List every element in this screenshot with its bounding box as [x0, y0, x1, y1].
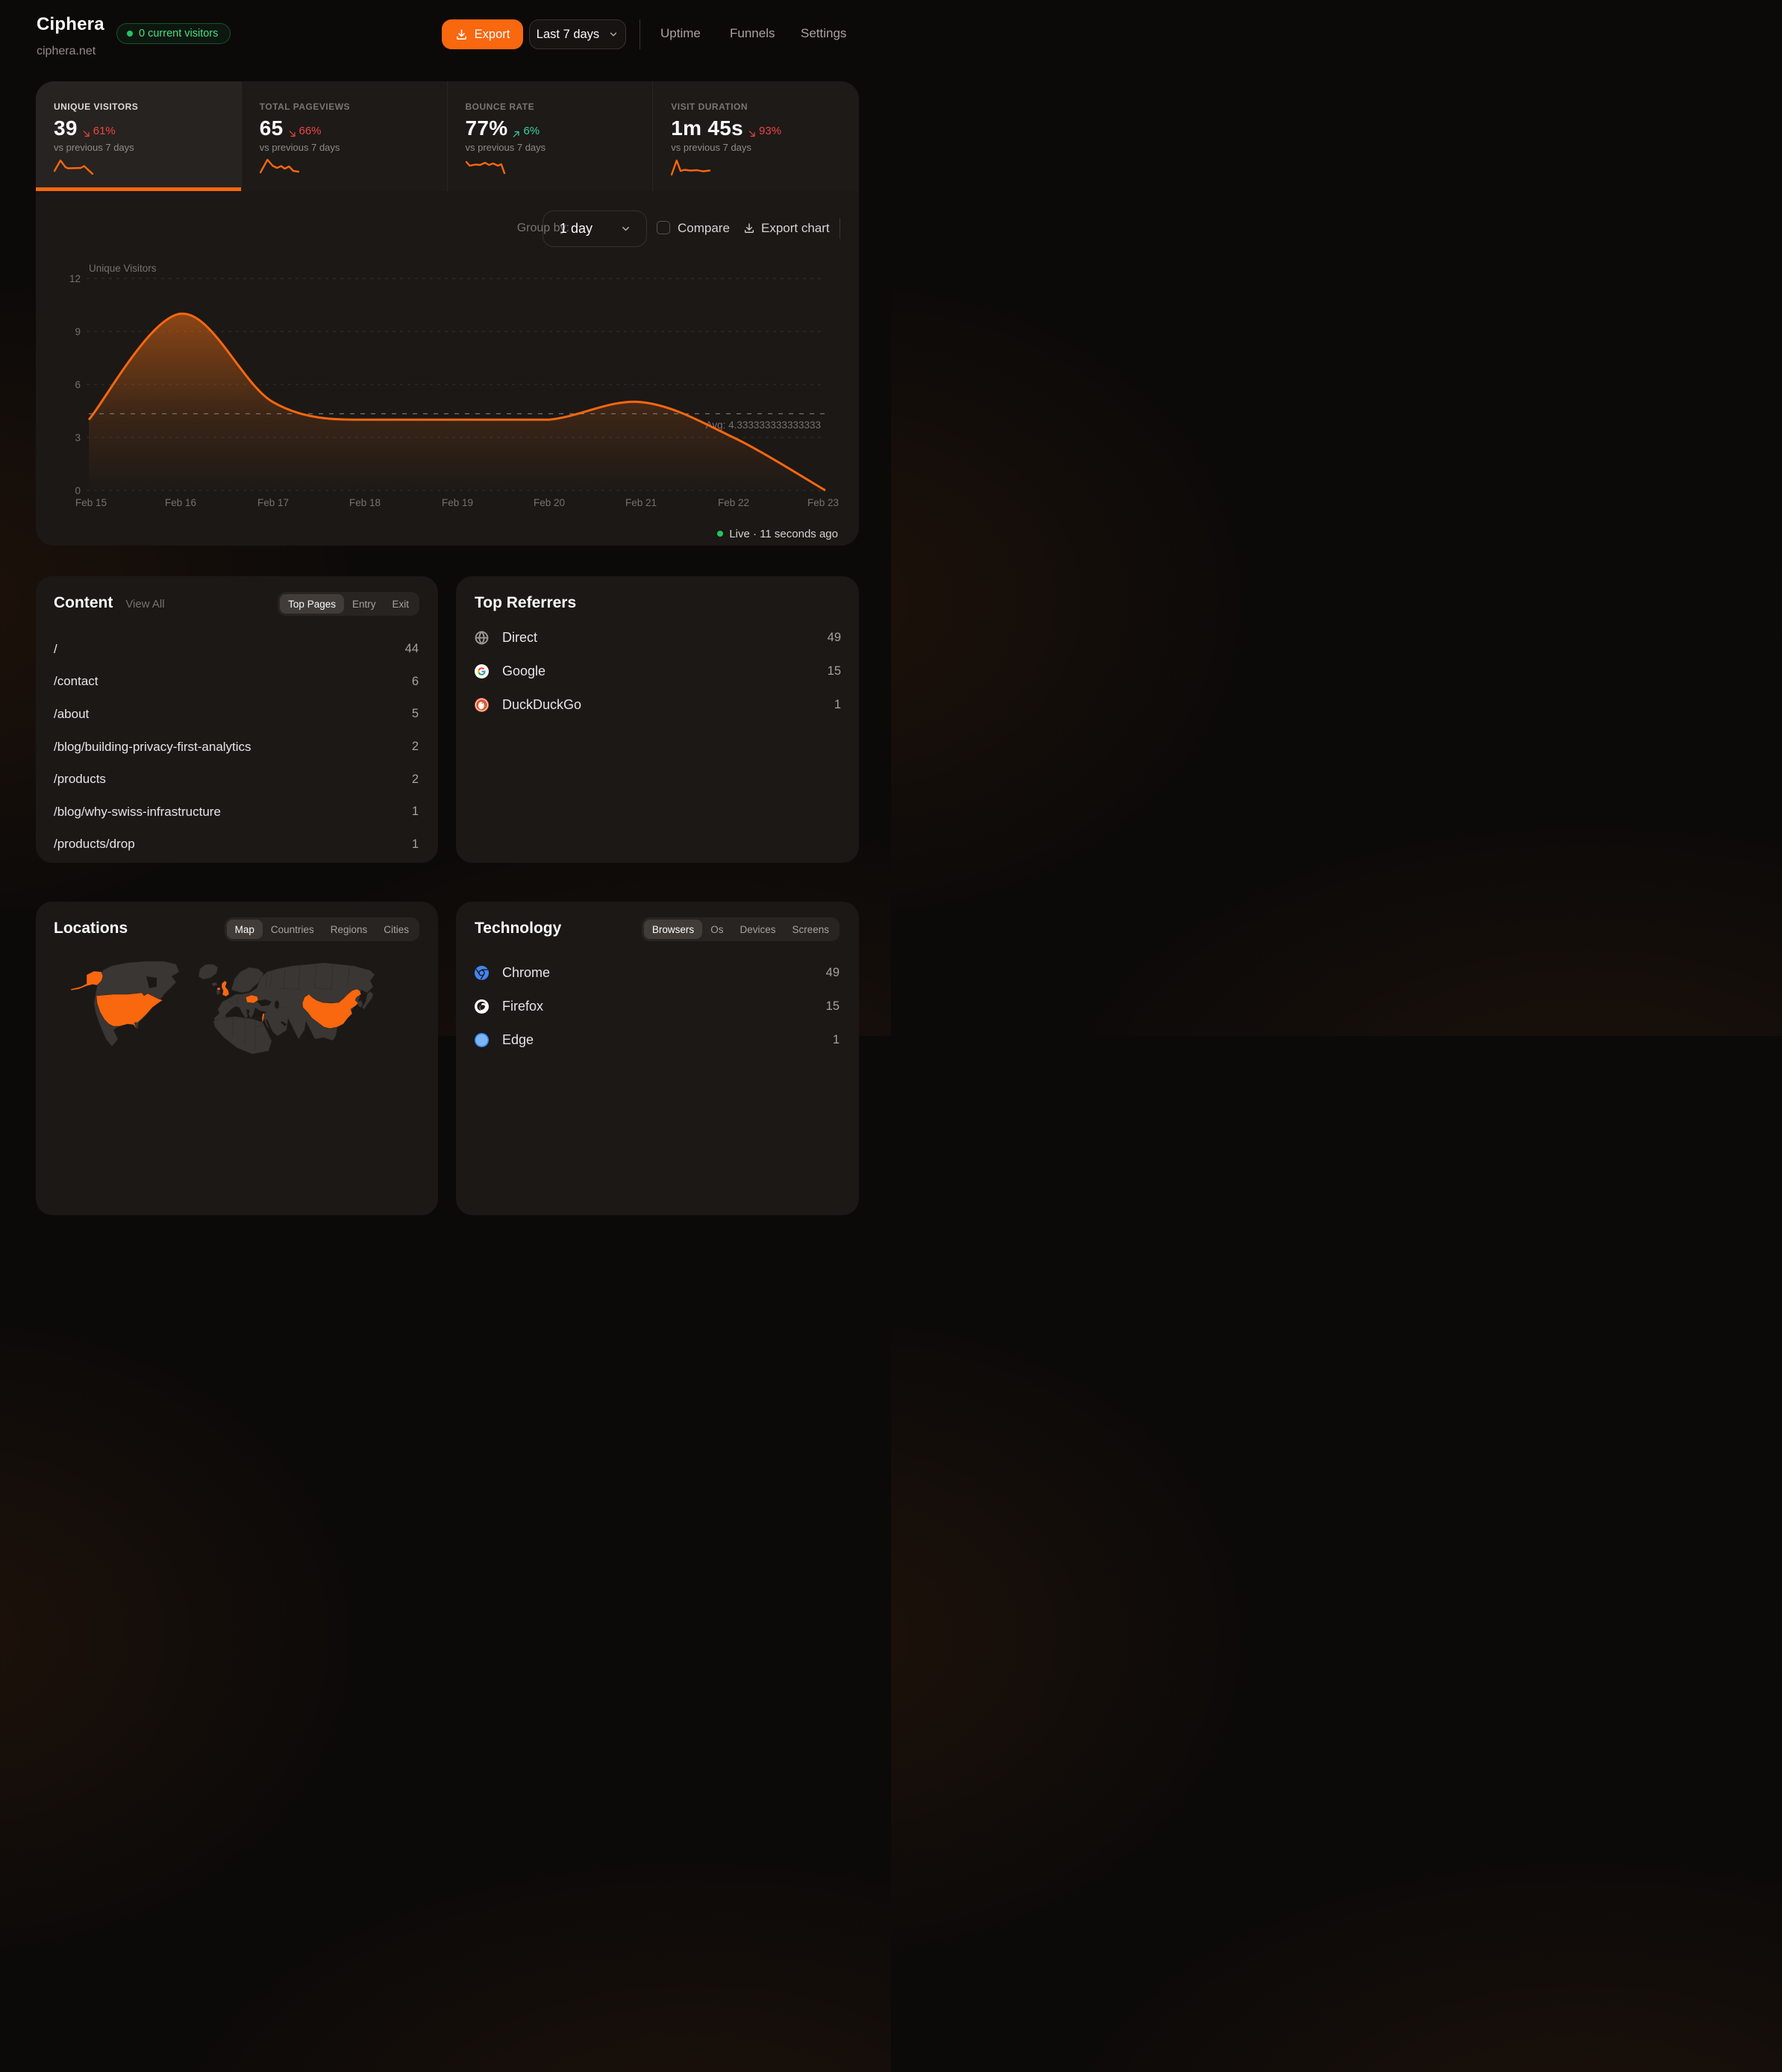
- svg-text:3: 3: [75, 432, 81, 443]
- svg-text:6: 6: [75, 379, 81, 390]
- svg-text:Feb 17: Feb 17: [257, 497, 289, 508]
- svg-text:Feb 18: Feb 18: [349, 497, 381, 508]
- svg-text:12: 12: [69, 273, 81, 284]
- svg-text:9: 9: [75, 326, 81, 337]
- svg-text:Feb 19: Feb 19: [442, 497, 473, 508]
- svg-text:Feb 20: Feb 20: [534, 497, 565, 508]
- svg-text:Feb 15: Feb 15: [75, 497, 107, 508]
- svg-text:Avg: 4.333333333333333: Avg: 4.333333333333333: [706, 419, 821, 431]
- svg-text:Unique Visitors: Unique Visitors: [89, 263, 157, 274]
- svg-text:Feb 23: Feb 23: [807, 497, 839, 508]
- svg-text:Feb 16: Feb 16: [165, 497, 196, 508]
- svg-text:0: 0: [75, 485, 81, 496]
- svg-text:Feb 22: Feb 22: [718, 497, 749, 508]
- svg-text:Feb 21: Feb 21: [625, 497, 657, 508]
